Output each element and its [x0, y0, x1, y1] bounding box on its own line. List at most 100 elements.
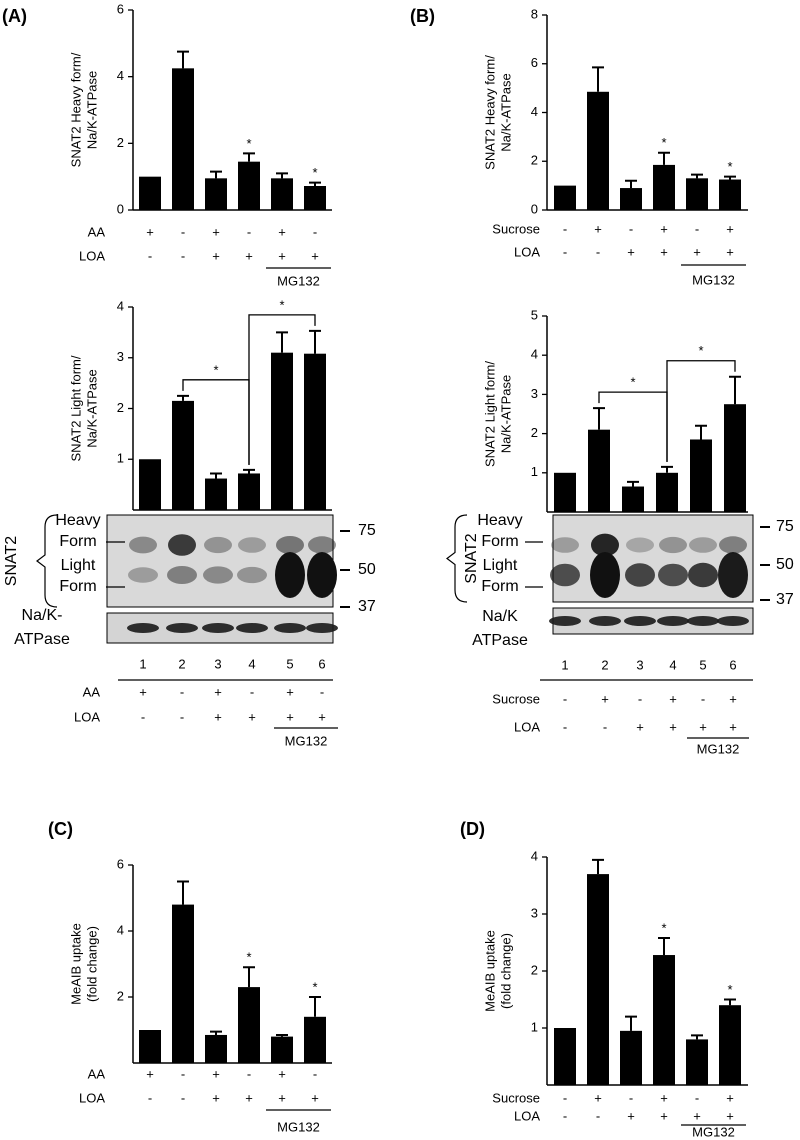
bar	[686, 1039, 708, 1085]
band	[549, 616, 581, 626]
error-bar	[695, 424, 707, 440]
band	[168, 534, 196, 556]
condition-sign: +	[212, 1066, 220, 1081]
y-tick-label: 0	[117, 201, 124, 216]
band	[167, 565, 197, 585]
bar	[587, 874, 609, 1085]
lane-number: 5	[286, 656, 293, 671]
loading-label: Na/K	[482, 608, 518, 625]
condition-sign: +	[726, 1108, 734, 1123]
error-bar	[309, 996, 321, 1017]
significance: *	[246, 950, 251, 965]
band	[306, 623, 338, 633]
marker-label: 75	[776, 518, 794, 535]
error-bar	[625, 179, 637, 189]
y-axis-label: Na/K-ATPase	[84, 369, 99, 448]
y-axis-label: SNAT2 Light form/	[68, 355, 83, 461]
bracket-label: *	[213, 362, 218, 377]
condition-sign: +	[311, 1090, 319, 1105]
band	[717, 616, 749, 626]
significance: *	[312, 165, 317, 180]
bracket-label: *	[698, 343, 703, 358]
band	[591, 533, 619, 557]
condition-label: Sucrose	[492, 691, 540, 706]
lane-number: 4	[248, 656, 255, 671]
group-label: MG132	[692, 1124, 735, 1139]
condition-sign: -	[313, 224, 317, 239]
bar	[238, 473, 260, 510]
y-axis-label: SNAT2 Light form/	[482, 361, 497, 467]
bar	[172, 68, 194, 210]
y-tick-label: 0	[531, 201, 538, 216]
condition-sign: +	[660, 1108, 668, 1123]
condition-label: LOA	[514, 244, 540, 259]
group-label: MG132	[697, 741, 740, 756]
condition-sign: -	[180, 684, 184, 699]
form-label: Form	[59, 578, 96, 595]
condition-label: Sucrose	[492, 221, 540, 236]
error-bar	[691, 1034, 703, 1040]
brace	[446, 514, 468, 603]
blot-image	[552, 514, 754, 603]
condition-sign: -	[247, 1066, 251, 1081]
error-bar	[276, 172, 288, 179]
y-tick-label: 2	[117, 400, 124, 415]
condition-sign: -	[701, 691, 705, 706]
bracket	[666, 360, 736, 462]
condition-sign: +	[286, 709, 294, 724]
band	[551, 537, 579, 553]
y-tick-label: 4	[117, 68, 124, 83]
band	[626, 537, 654, 553]
condition-sign: +	[726, 221, 734, 236]
y-tick-label: 4	[531, 347, 538, 362]
form-label: Heavy	[477, 512, 522, 529]
condition-sign: +	[699, 719, 707, 734]
lane-number: 2	[178, 656, 185, 671]
condition-sign: -	[313, 1066, 317, 1081]
condition-sign: +	[594, 221, 602, 236]
form-label: Heavy	[55, 512, 100, 529]
bar	[588, 429, 610, 512]
band	[307, 552, 337, 598]
band	[550, 563, 580, 587]
error-bar	[724, 175, 736, 180]
band	[658, 563, 688, 587]
condition-sign: -	[563, 244, 567, 259]
band	[127, 623, 159, 633]
condition-sign: +	[214, 709, 222, 724]
band	[236, 623, 268, 633]
group-label: MG132	[277, 273, 320, 288]
bracket-label: *	[630, 375, 635, 390]
error-bar	[243, 468, 255, 474]
band	[719, 536, 747, 554]
error-bar	[592, 66, 604, 92]
error-bar	[625, 1015, 637, 1031]
form-label: Form	[481, 578, 518, 595]
band	[308, 536, 336, 554]
condition-sign: -	[603, 719, 607, 734]
error-bar	[177, 50, 189, 69]
condition-label: AA	[88, 224, 106, 239]
condition-sign: -	[629, 221, 633, 236]
band	[659, 536, 687, 554]
protein-label: SNAT2	[3, 536, 20, 586]
condition-sign: +	[278, 248, 286, 263]
condition-sign: -	[250, 684, 254, 699]
condition-sign: +	[212, 1090, 220, 1105]
bar	[271, 178, 293, 210]
loading-label: Na/K-	[22, 607, 63, 624]
condition-label: Sucrose	[492, 1090, 540, 1105]
error-bar	[210, 472, 222, 479]
group-label: MG132	[277, 1119, 320, 1134]
condition-label: LOA	[79, 1090, 105, 1105]
condition-sign: +	[669, 719, 677, 734]
condition-sign: +	[286, 684, 294, 699]
panel-label: (A)	[2, 6, 27, 26]
lane-number: 2	[601, 657, 608, 672]
condition-sign: +	[660, 244, 668, 259]
condition-sign: +	[311, 248, 319, 263]
marker-label: 50	[358, 561, 376, 578]
y-tick-label: 4	[117, 298, 124, 313]
condition-sign: +	[146, 224, 154, 239]
condition-sign: -	[563, 719, 567, 734]
